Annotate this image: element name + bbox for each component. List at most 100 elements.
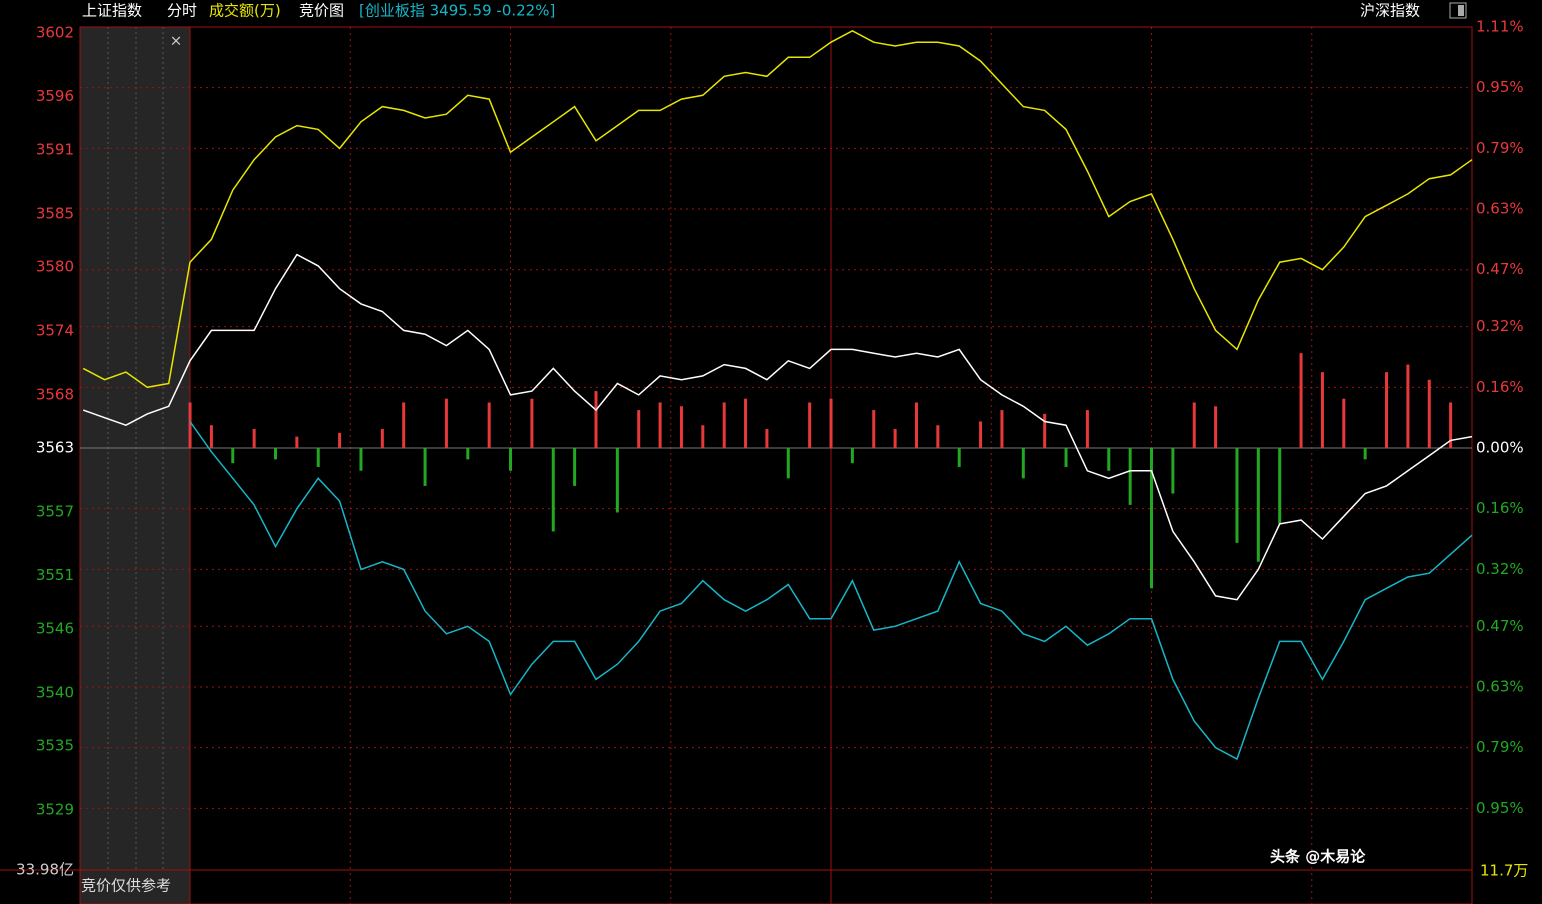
breadth-bar <box>551 448 555 532</box>
breadth-bar <box>722 402 726 448</box>
breadth-bar <box>1150 448 1154 589</box>
y2-tick-label: 0.32% <box>1476 560 1524 578</box>
y-tick-label: 3529 <box>36 800 74 818</box>
breadth-bar <box>1449 402 1453 448</box>
y2-tick-label: 0.63% <box>1476 677 1524 695</box>
breadth-bar <box>979 421 983 448</box>
y-tick-label: 3563 <box>36 439 74 457</box>
breadth-bar <box>1064 448 1068 467</box>
auction-note: 竞价仅供参考 <box>81 877 171 895</box>
breadth-bar <box>466 448 470 460</box>
breadth-bar <box>316 448 320 467</box>
auction-area <box>80 27 190 904</box>
breadth-bar <box>594 391 598 448</box>
breadth-bar <box>402 402 406 448</box>
breadth-bar <box>1128 448 1132 505</box>
breadth-bar <box>231 448 235 464</box>
breadth-bar <box>914 402 918 448</box>
breadth-bar <box>338 432 342 448</box>
y-tick-label: 3580 <box>36 258 74 276</box>
breadth-bar <box>1021 448 1025 479</box>
y-tick-label: 3591 <box>36 140 74 158</box>
corner-label: 11.7万 <box>1480 862 1528 880</box>
y2-tick-label: 1.11% <box>1476 18 1524 36</box>
breadth-bar <box>786 448 790 479</box>
y2-tick-label: 0.63% <box>1476 200 1524 218</box>
index-name[interactable]: 上证指数 <box>82 2 142 20</box>
breadth-bar <box>530 398 534 448</box>
breadth-bar <box>1385 372 1389 448</box>
breadth-bar <box>936 425 940 448</box>
breadth-bar <box>273 448 277 460</box>
breadth-bar <box>744 398 748 448</box>
y2-tick-label: 0.95% <box>1476 78 1524 96</box>
breadth-bar <box>808 402 812 448</box>
breadth-bar <box>1406 364 1410 448</box>
breadth-bar <box>615 448 619 513</box>
volume-label[interactable]: 成交额(万) <box>209 2 281 20</box>
breadth-bar <box>359 448 363 471</box>
breadth-bar <box>209 425 213 448</box>
y-tick-label: 3535 <box>36 737 74 755</box>
breadth-bar <box>252 429 256 448</box>
breadth-bar <box>893 429 897 448</box>
y-tick-label: 3602 <box>36 23 74 41</box>
breadth-bar <box>1043 413 1047 448</box>
breadth-bar <box>509 448 513 471</box>
y2-tick-label: 0.79% <box>1476 139 1524 157</box>
y-tick-label: 3557 <box>36 502 74 520</box>
y-tick-label: 3585 <box>36 204 74 222</box>
breadth-bar <box>1342 398 1346 448</box>
breadth-bar <box>380 429 384 448</box>
breadth-bar <box>1085 410 1089 448</box>
y2-tick-label: 0.95% <box>1476 799 1524 817</box>
y2-tick-label: 0.16% <box>1476 499 1524 517</box>
y-tick-label: 3574 <box>36 321 74 339</box>
breadth-bar <box>295 436 299 448</box>
y-tick-label: 3540 <box>36 683 74 701</box>
breadth-bar <box>872 410 876 448</box>
breadth-bar <box>1235 448 1239 543</box>
y2-tick-label: 0.16% <box>1476 378 1524 396</box>
toggle-icon <box>1458 5 1464 16</box>
breadth-bar <box>1214 406 1218 448</box>
breadth-bar <box>829 398 833 448</box>
series-line <box>82 29 1473 389</box>
breadth-bar <box>679 406 683 448</box>
breadth-bar <box>423 448 427 486</box>
watermark: 头条 @木易论 <box>1270 848 1366 866</box>
breadth-bar <box>444 398 448 448</box>
volume-total: 33.98亿 <box>16 861 74 879</box>
y2-tick-label: 0.00% <box>1476 439 1524 457</box>
breadth-bar <box>765 429 769 448</box>
breadth-bar <box>573 448 577 486</box>
breadth-bar <box>957 448 961 467</box>
series-line <box>189 421 1473 761</box>
mode-tab[interactable]: 分时 <box>167 2 197 20</box>
toggle-icon[interactable] <box>1449 2 1467 19</box>
breadth-bar <box>637 410 641 448</box>
close-button[interactable]: × <box>170 32 183 50</box>
breadth-bar <box>1256 448 1260 562</box>
y-tick-label: 3568 <box>36 385 74 403</box>
breadth-bar <box>1171 448 1175 494</box>
y2-tick-label: 0.47% <box>1476 617 1524 635</box>
breadth-bar <box>1320 372 1324 448</box>
y2-tick-label: 0.79% <box>1476 738 1524 756</box>
breadth-bar <box>1192 402 1196 448</box>
switch-button[interactable]: 沪深指数 <box>1360 2 1420 20</box>
auction-tab[interactable]: 竞价图 <box>299 2 344 20</box>
breadth-bar <box>658 402 662 448</box>
series-line <box>82 253 1473 601</box>
breadth-bar <box>188 402 192 448</box>
y-tick-label: 3551 <box>36 566 74 584</box>
breadth-bar <box>487 402 491 448</box>
breadth-bar <box>1278 448 1282 524</box>
y2-tick-label: 0.32% <box>1476 317 1524 335</box>
breadth-bar <box>1427 379 1431 448</box>
breadth-bar <box>1363 448 1367 460</box>
y2-tick-label: 0.47% <box>1476 260 1524 278</box>
compare-index[interactable]: [创业板指 3495.59 -0.22%] <box>359 2 555 20</box>
